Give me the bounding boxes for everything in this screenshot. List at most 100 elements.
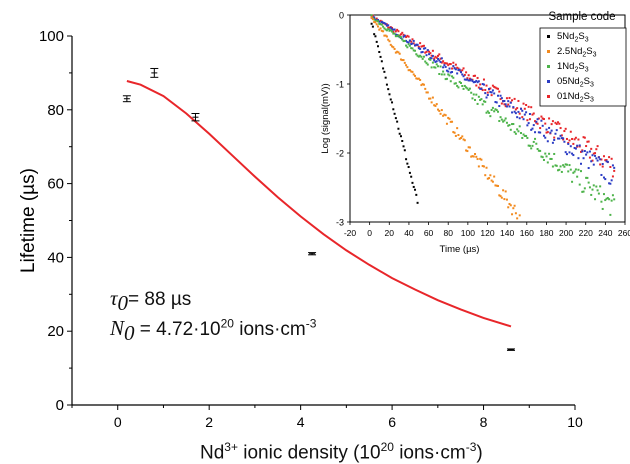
inset-point <box>385 24 388 27</box>
inset-point <box>505 121 508 124</box>
inset-point <box>539 149 542 152</box>
inset-point <box>558 168 561 171</box>
inset-point <box>451 75 454 78</box>
inset-point <box>399 135 402 138</box>
inset-point <box>466 77 469 80</box>
inset-point <box>453 131 456 134</box>
inset-point <box>408 39 411 42</box>
inset-point <box>416 54 419 57</box>
inset-point <box>555 122 558 125</box>
inset-point <box>557 121 560 124</box>
inset-point <box>479 87 482 90</box>
inset-point <box>513 110 516 113</box>
inset-point <box>582 136 585 139</box>
inset-point <box>477 86 480 89</box>
inset-point <box>379 19 382 22</box>
inset-point <box>402 35 405 38</box>
inset-point <box>569 145 572 148</box>
inset-point <box>530 147 533 150</box>
inset-point <box>597 192 600 195</box>
inset-point <box>425 50 428 53</box>
inset-point <box>456 66 459 69</box>
inset-point <box>454 63 457 66</box>
inset-legend-item: 2.5Nd2S3 <box>547 46 597 59</box>
inset-point <box>568 139 571 142</box>
inset-point <box>560 134 563 137</box>
inset-point <box>461 69 464 72</box>
inset-y-tick-label: 0 <box>339 11 344 21</box>
inset-point <box>477 80 480 83</box>
inset-point <box>394 33 397 36</box>
main-y-tick-label: 60 <box>47 176 64 193</box>
inset-point <box>371 14 374 17</box>
inset-point <box>385 35 388 38</box>
inset-legend-item: 5Nd2S3 <box>547 31 589 44</box>
inset-point <box>511 99 514 102</box>
inset-point <box>374 21 377 24</box>
inset-point <box>574 168 577 171</box>
inset-point <box>594 154 597 157</box>
inset-point <box>602 176 605 179</box>
inset-point <box>549 157 552 160</box>
inset-point <box>577 168 580 171</box>
inset-point <box>517 110 520 113</box>
inset-series <box>370 15 616 185</box>
inset-point <box>553 136 556 139</box>
inset-point <box>491 180 494 183</box>
inset-point <box>489 91 492 94</box>
inset-point <box>594 152 597 155</box>
inset-point <box>549 131 552 134</box>
inset-point <box>411 47 414 50</box>
inset-point <box>539 127 542 130</box>
inset-point <box>475 79 478 82</box>
inset-point <box>499 94 502 97</box>
inset-point <box>414 188 417 191</box>
inset-point <box>606 197 609 200</box>
inset-point <box>499 98 502 101</box>
legend-marker <box>547 35 550 38</box>
inset-x-tick-label: 220 <box>579 228 593 238</box>
inset-point <box>388 29 391 32</box>
inset-point <box>376 25 379 28</box>
inset-point <box>594 198 597 201</box>
inset-point <box>475 155 478 158</box>
inset-point <box>558 122 561 125</box>
inset-point <box>426 63 429 66</box>
inset-point <box>581 190 584 193</box>
inset-point <box>467 89 470 92</box>
inset-point <box>504 103 507 106</box>
inset-point <box>571 137 574 140</box>
inset-point <box>512 123 515 126</box>
inset-point <box>449 63 452 66</box>
inset-point <box>587 140 590 143</box>
inset-point <box>382 25 385 28</box>
inset-point <box>511 111 514 114</box>
inset-point <box>586 140 589 143</box>
inset-point <box>523 107 526 110</box>
inset-point <box>467 146 470 149</box>
inset-point <box>405 39 408 42</box>
inset-point <box>601 207 604 210</box>
inset-point <box>385 29 388 32</box>
inset-point <box>380 21 383 24</box>
inset-point <box>480 98 483 101</box>
inset-point <box>580 170 582 173</box>
inset-point <box>449 80 452 83</box>
inset-point <box>397 30 400 33</box>
inset-point <box>429 97 432 100</box>
inset-x-tick-label: 20 <box>385 228 395 238</box>
inset-point <box>528 118 531 121</box>
legend-label: 01Nd2S3 <box>557 91 594 104</box>
inset-point <box>562 138 565 141</box>
inset-point <box>407 41 410 44</box>
inset-point <box>534 131 537 134</box>
inset-point <box>537 131 540 134</box>
inset-point <box>394 117 397 120</box>
inset-point <box>383 22 386 25</box>
inset-point <box>610 199 613 202</box>
inset-point <box>431 54 434 57</box>
inset-point <box>396 120 399 123</box>
fit-curve <box>126 80 512 328</box>
inset-point <box>527 105 530 108</box>
inset-point <box>568 164 571 167</box>
